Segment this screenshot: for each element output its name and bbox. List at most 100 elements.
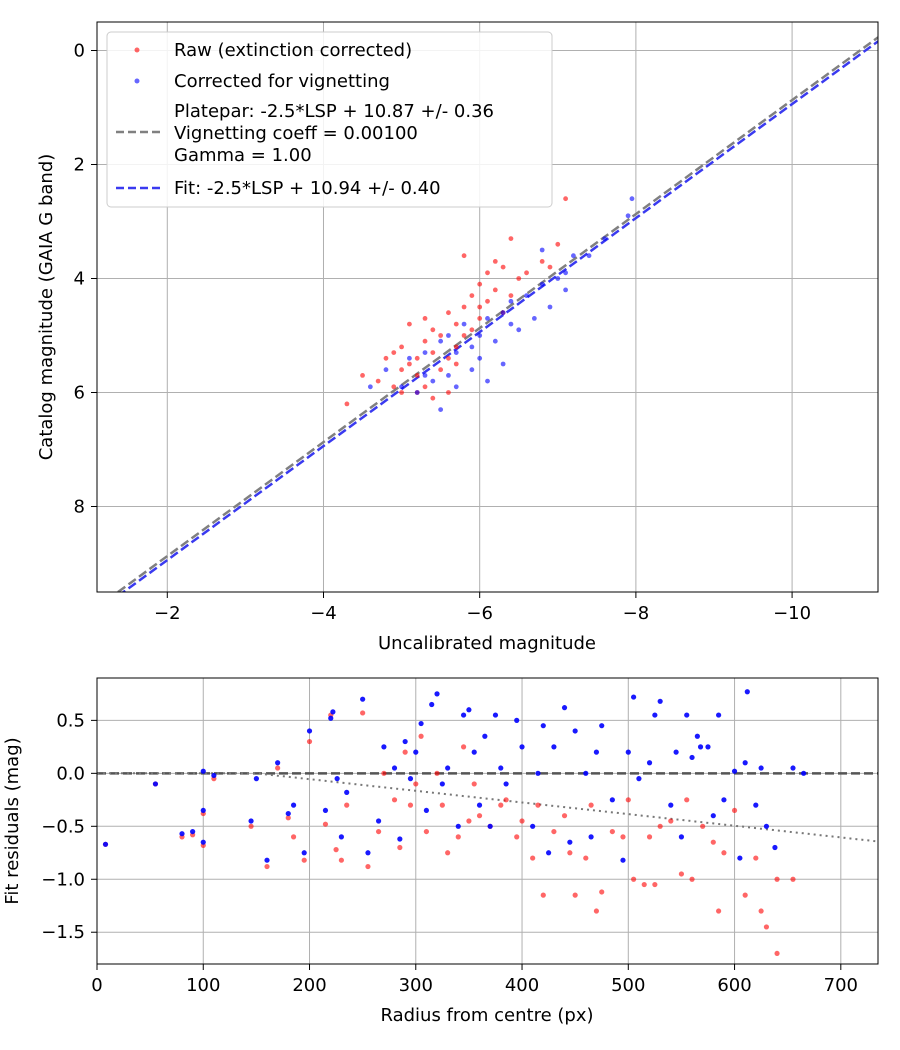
bottom-corrected-point bbox=[200, 768, 206, 774]
bottom-corrected-point bbox=[503, 781, 509, 787]
bottom-raw-point bbox=[710, 839, 716, 845]
bottom-x-tick-label: 700 bbox=[824, 975, 858, 996]
bottom-y-axis-label: Fit residuals (mag) bbox=[2, 737, 23, 904]
bottom-raw-point bbox=[609, 828, 615, 835]
bottom-corrected-point bbox=[375, 818, 382, 824]
bottom-raw-point bbox=[530, 855, 536, 861]
top-corrected-point bbox=[461, 321, 467, 327]
bottom-raw-point bbox=[700, 823, 706, 829]
bottom-grid bbox=[96, 678, 878, 964]
top-ticks: −2 −4 −6 −8 −10 0 2 4 6 8 bbox=[74, 41, 812, 625]
bottom-raw-point bbox=[599, 889, 605, 895]
bottom-corrected-point bbox=[646, 760, 653, 766]
bottom-raw-point bbox=[466, 818, 472, 824]
top-x-tick-label: −8 bbox=[623, 603, 650, 624]
top-raw-point bbox=[407, 321, 412, 327]
bottom-corrected-point bbox=[365, 850, 371, 856]
top-corrected-point bbox=[563, 270, 568, 276]
top-raw-point bbox=[430, 350, 436, 355]
bottom-raw-point bbox=[306, 738, 313, 745]
bottom-corrected-point bbox=[710, 813, 716, 819]
top-corrected-point bbox=[383, 367, 389, 373]
bottom-corrected-point bbox=[492, 712, 499, 718]
top-raw-point bbox=[383, 355, 389, 361]
bottom-corrected-point bbox=[402, 738, 408, 745]
bottom-corrected-point bbox=[790, 765, 796, 771]
top-corrected-point bbox=[508, 298, 514, 304]
bottom-x-tick-label: 300 bbox=[399, 975, 433, 996]
bottom-x-tick-label: 100 bbox=[186, 975, 220, 996]
bottom-points bbox=[102, 689, 807, 957]
bottom-corrected-point bbox=[200, 839, 206, 845]
bottom-raw-point bbox=[774, 876, 780, 882]
bottom-corrected-point bbox=[330, 709, 336, 715]
top-corrected-point bbox=[399, 384, 404, 390]
top-corrected-point bbox=[492, 338, 498, 344]
bottom-corrected-point bbox=[652, 712, 658, 718]
vignetting-curve bbox=[97, 772, 878, 843]
bottom-corrected-point bbox=[253, 776, 259, 782]
bottom-corrected-point bbox=[742, 760, 748, 766]
top-corrected-point bbox=[586, 253, 592, 259]
bottom-raw-point bbox=[583, 855, 589, 861]
bottom-raw-point bbox=[684, 797, 690, 803]
bottom-corrected-point bbox=[413, 749, 419, 755]
bottom-corrected-point bbox=[334, 776, 340, 782]
bottom-raw-point bbox=[774, 950, 780, 957]
top-raw-point bbox=[414, 355, 420, 361]
top-y-tick-label: 6 bbox=[74, 383, 85, 404]
bottom-corrected-point bbox=[572, 728, 578, 734]
top-raw-point bbox=[461, 253, 467, 259]
bottom-raw-point bbox=[439, 802, 445, 808]
top-x-tick-label: −6 bbox=[466, 603, 493, 624]
bottom-corrected-point bbox=[407, 776, 414, 782]
bottom-raw-point bbox=[631, 876, 637, 882]
legend-fit-label: Fit: -2.5*LSP + 10.94 +/- 0.40 bbox=[174, 178, 441, 199]
top-x-tick-label: −10 bbox=[773, 603, 811, 624]
top-raw-point bbox=[492, 259, 498, 264]
bottom-corrected-point bbox=[625, 749, 631, 755]
bottom-raw-point bbox=[535, 802, 541, 808]
bottom-corrected-point bbox=[684, 712, 690, 718]
bottom-x-tick-label: 500 bbox=[611, 975, 645, 996]
top-raw-point bbox=[508, 236, 514, 242]
top-corrected-point bbox=[438, 407, 444, 412]
bottom-corrected-point bbox=[519, 744, 525, 750]
bottom-raw-point bbox=[391, 797, 398, 803]
bottom-raw-point bbox=[365, 863, 371, 870]
top-x-tick-label: −2 bbox=[154, 603, 181, 624]
top-corrected-point bbox=[508, 321, 514, 327]
bottom-corrected-point bbox=[657, 698, 663, 704]
top-raw-point bbox=[469, 293, 475, 298]
bottom-corrected-point bbox=[567, 839, 573, 845]
top-y-tick-label: 4 bbox=[74, 269, 85, 290]
bottom-corrected-point bbox=[744, 689, 750, 695]
top-corrected-point bbox=[446, 333, 451, 338]
bottom-ticks: 0 100 200 300 400 500 600 700 0.5 0.0 −0.5 −1.0 −1.5 bbox=[41, 710, 858, 996]
bottom-x-tick-label: 0 bbox=[91, 975, 102, 996]
top-raw-point bbox=[516, 276, 522, 281]
bottom-corrected-point bbox=[423, 807, 430, 814]
bottom-raw-point bbox=[668, 818, 674, 824]
top-corrected-point bbox=[524, 293, 529, 298]
bottom-raw-point bbox=[290, 834, 297, 840]
top-corrected-point bbox=[477, 355, 483, 361]
bottom-corrected-point bbox=[498, 765, 504, 771]
bottom-x-tick-label: 600 bbox=[717, 975, 751, 996]
bottom-corrected-point bbox=[631, 694, 637, 700]
top-raw-point bbox=[422, 338, 428, 344]
top-y-tick-label: 8 bbox=[74, 497, 85, 518]
top-corrected-point bbox=[563, 287, 568, 293]
bottom-raw-point bbox=[402, 749, 408, 755]
bottom-corrected-point bbox=[455, 823, 461, 829]
bottom-raw-point bbox=[322, 821, 329, 827]
bottom-raw-point bbox=[360, 710, 366, 716]
bottom-y-tick-label: 0.0 bbox=[56, 763, 85, 784]
top-raw-point bbox=[399, 390, 404, 395]
top-points bbox=[344, 196, 635, 412]
top-raw-point bbox=[399, 367, 404, 373]
bottom-corrected-point bbox=[689, 754, 695, 761]
bottom-corrected-point bbox=[487, 823, 493, 829]
top-corrected-point bbox=[500, 361, 506, 367]
